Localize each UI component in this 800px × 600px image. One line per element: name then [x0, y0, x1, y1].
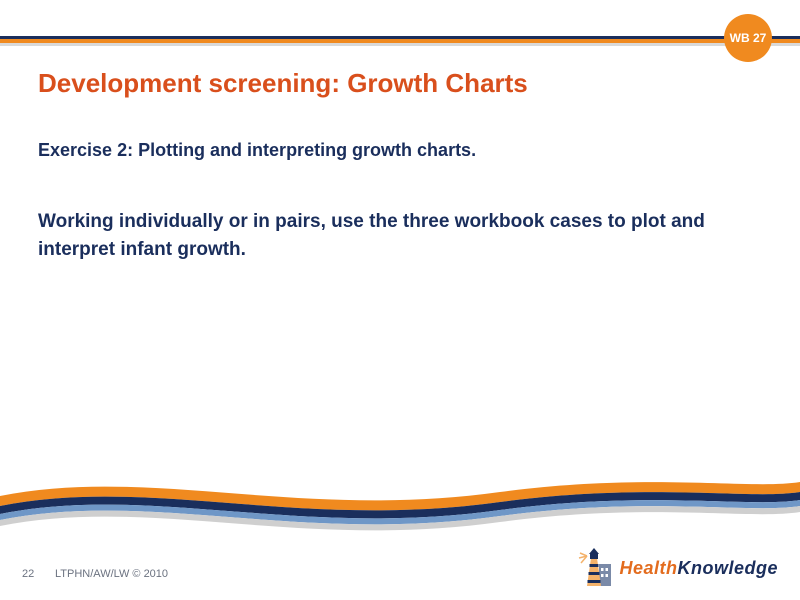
logo-text: HealthKnowledge [619, 558, 778, 579]
header-stripe [0, 36, 800, 48]
logo-health: Health [619, 558, 677, 578]
page-number: 22 [22, 568, 34, 580]
exercise-subtitle: Exercise 2: Plotting and interpreting gr… [38, 140, 476, 161]
lighthouse-icon [577, 548, 613, 588]
copyright-text: LTPHN/AW/LW © 2010 [55, 568, 168, 580]
badge-label: WB 27 [730, 31, 767, 45]
brand-logo: HealthKnowledge [577, 548, 778, 588]
slide-title: Development screening: Growth Charts [38, 68, 528, 99]
workbook-badge: WB 27 [724, 14, 772, 62]
exercise-body: Working individually or in pairs, use th… [38, 208, 762, 263]
footer-wave [0, 472, 800, 532]
logo-knowledge: Knowledge [677, 558, 778, 578]
